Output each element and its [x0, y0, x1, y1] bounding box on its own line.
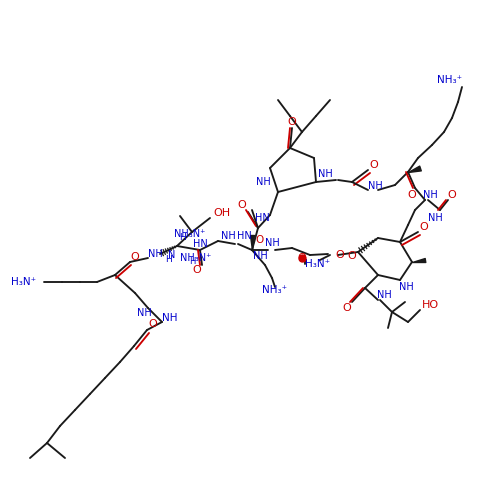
Text: NH₃⁺: NH₃⁺	[438, 75, 462, 85]
Text: NH: NH	[376, 290, 392, 300]
Text: HO: HO	[422, 300, 438, 310]
Text: H: H	[180, 232, 186, 241]
Text: H₃N⁺: H₃N⁺	[306, 259, 330, 269]
Text: O: O	[342, 303, 351, 313]
Text: O: O	[238, 200, 246, 210]
Text: O: O	[370, 160, 378, 170]
Text: HN: HN	[192, 239, 208, 249]
Text: NH: NH	[368, 181, 382, 191]
Text: HN: HN	[236, 231, 252, 241]
Text: O: O	[448, 190, 456, 200]
Text: NH: NH	[252, 251, 268, 261]
Text: NH: NH	[136, 308, 152, 318]
Text: O: O	[288, 117, 296, 127]
Text: OH: OH	[214, 208, 230, 218]
Text: NH: NH	[318, 169, 332, 179]
Text: H: H	[189, 258, 195, 266]
Text: H₃N⁺: H₃N⁺	[12, 277, 36, 287]
Text: O: O	[298, 253, 306, 263]
Text: NH: NH	[256, 177, 270, 187]
Text: N: N	[168, 250, 175, 260]
Text: NH: NH	[264, 238, 280, 248]
Text: O: O	[130, 252, 140, 262]
Text: NH: NH	[422, 190, 438, 200]
Text: NH: NH	[220, 231, 236, 241]
Text: HN: HN	[254, 213, 270, 223]
Text: NH: NH	[398, 282, 413, 292]
Text: NH: NH	[428, 213, 442, 223]
Text: O: O	[148, 319, 158, 329]
Text: O: O	[348, 251, 356, 261]
Text: O: O	[192, 265, 202, 275]
Text: NH: NH	[148, 249, 162, 259]
Text: NH: NH	[162, 313, 178, 323]
Text: O: O	[336, 250, 344, 260]
Text: H: H	[164, 256, 172, 264]
Text: O: O	[408, 190, 416, 200]
Text: NH₃⁺: NH₃⁺	[262, 285, 287, 295]
Text: NH₃N⁺: NH₃N⁺	[174, 229, 206, 239]
Text: O: O	[256, 235, 264, 245]
Text: O: O	[420, 222, 428, 232]
Text: NH₃N⁺: NH₃N⁺	[180, 253, 212, 263]
